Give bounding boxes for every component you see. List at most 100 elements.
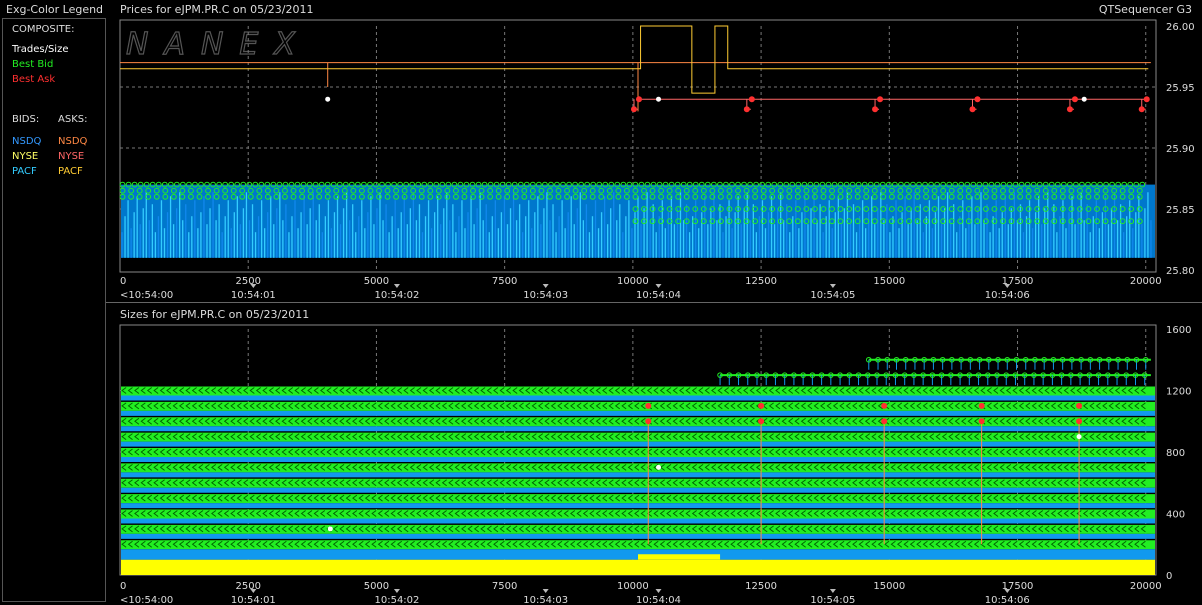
best-bid-marker: [885, 181, 892, 188]
size-chevron: [672, 402, 678, 410]
best-bid-marker: [906, 193, 912, 200]
size-chevron: [153, 402, 159, 410]
size-chevron: [268, 540, 274, 548]
best-bid-marker: [179, 187, 186, 194]
best-bid-marker: [783, 181, 790, 188]
size-chevron: [679, 525, 685, 533]
size-chevron: [640, 540, 646, 548]
best-bid-marker: [777, 187, 784, 194]
size-chevron: [736, 448, 742, 456]
size-chevron: [320, 402, 326, 410]
size-chevron: [1121, 387, 1127, 394]
best-bid-marker: [735, 193, 741, 200]
size-chevron: [903, 417, 909, 425]
size-chevron: [537, 463, 544, 471]
size-chevron: [858, 479, 864, 487]
size-chevron: [505, 433, 512, 441]
size-chevron: [602, 479, 608, 487]
size-chevron: [320, 433, 326, 441]
best-bid-marker: [683, 187, 690, 194]
size-chevron: [236, 402, 242, 410]
size-chevron: [999, 494, 1005, 502]
best-ask-marker: [969, 106, 976, 113]
size-chevron: [993, 448, 999, 456]
size-chevron: [954, 463, 960, 471]
size-chevron: [672, 525, 678, 533]
size-chevron: [557, 387, 563, 394]
best-bid-marker: [649, 218, 656, 225]
size-chevron: [358, 387, 364, 394]
size-chevron: [634, 463, 640, 471]
size-chevron: [967, 510, 973, 517]
size-chevron: [140, 525, 146, 533]
size-chevron: [903, 479, 909, 487]
size-chevron: [255, 433, 262, 441]
best-bid-marker: [812, 193, 818, 200]
size-chevron: [512, 510, 518, 517]
best-bid-marker: [700, 206, 707, 212]
size-chevron: [505, 540, 512, 548]
size-chevron: [1140, 479, 1146, 487]
size-chevron: [422, 540, 428, 548]
size-chevron: [704, 540, 710, 548]
size-chevron: [1050, 448, 1056, 456]
best-bid-marker: [1085, 218, 1092, 225]
size-chevron: [352, 402, 358, 410]
size-chevron: [621, 525, 627, 533]
legend-composite-label: COMPOSITE:: [12, 24, 75, 35]
size-chevron: [320, 494, 326, 502]
size-chevron: [999, 479, 1005, 487]
size-chevron: [371, 479, 377, 487]
size-chevron: [672, 463, 678, 471]
size-chevron: [1102, 525, 1108, 533]
size-chevron: [813, 402, 819, 410]
size-chevron: [236, 479, 242, 487]
size-chevron: [826, 417, 832, 425]
size-chevron: [409, 525, 415, 533]
best-ask-marker: [872, 106, 879, 113]
size-time-marker: [1004, 589, 1011, 593]
size-chevron: [384, 387, 390, 394]
best-bid-marker: [290, 187, 297, 194]
size-chevron: [1044, 463, 1050, 471]
size-chevron: [1012, 510, 1018, 517]
size-chevron: [140, 494, 146, 502]
size-chevron: [217, 463, 223, 471]
size-chevron: [1140, 417, 1146, 425]
size-chevron: [775, 448, 781, 456]
size-chevron: [493, 510, 499, 517]
ask-size-marker: [1115, 356, 1121, 363]
price-x-tick-label: 15000: [873, 276, 905, 287]
size-time-label: 10:54:02: [374, 595, 419, 605]
size-chevron: [537, 433, 544, 441]
size-chevron: [768, 417, 774, 425]
size-chevron: [685, 387, 691, 394]
best-bid-marker: [410, 193, 417, 200]
size-chevron: [768, 510, 774, 517]
size-chevron: [255, 494, 262, 502]
size-chevron: [768, 433, 774, 441]
size-chevron: [287, 479, 294, 487]
size-chevron: [557, 479, 563, 487]
size-chevron: [166, 540, 172, 548]
size-chevron: [473, 510, 480, 517]
best-bid-marker: [837, 181, 844, 188]
size-chevron: [973, 387, 980, 394]
size-chevron: [589, 494, 595, 502]
size-chevron: [1076, 540, 1082, 548]
size-chevron: [300, 494, 306, 502]
size-chevron: [146, 463, 153, 471]
best-bid-marker: [188, 187, 194, 194]
size-chevron: [698, 463, 704, 471]
best-bid-marker: [1102, 206, 1109, 212]
size-chevron: [326, 433, 332, 441]
size-chevron: [499, 402, 505, 410]
size-chevron: [1127, 479, 1133, 487]
size-chevron: [730, 479, 736, 487]
best-bid-marker: [401, 193, 408, 200]
size-chevron: [428, 494, 435, 502]
size-chevron: [1134, 448, 1140, 456]
best-bid-marker: [846, 206, 853, 212]
size-chevron: [281, 463, 287, 471]
size-time-label: 10:54:05: [810, 595, 855, 605]
